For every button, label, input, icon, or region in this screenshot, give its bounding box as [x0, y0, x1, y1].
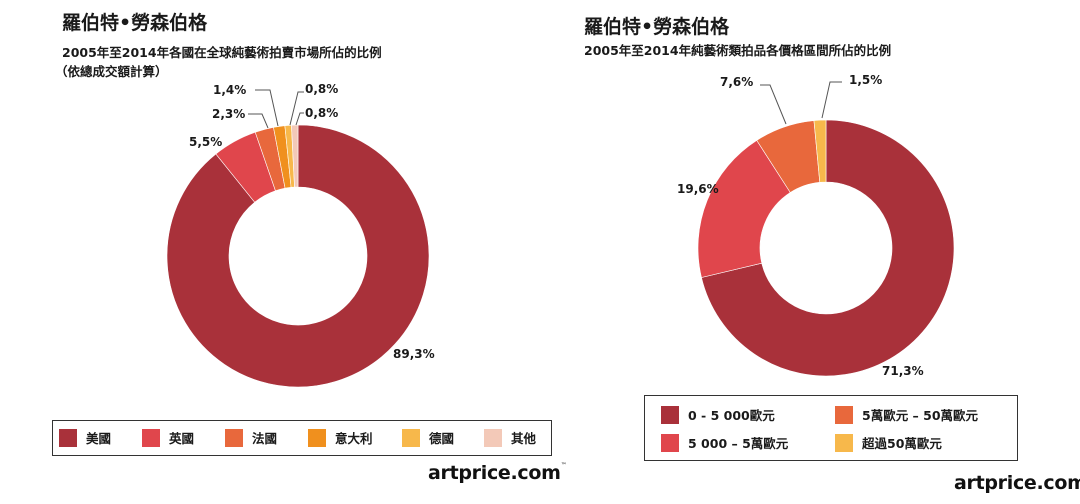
- data-label-6: 0,8%: [305, 106, 338, 120]
- data-label-4: 1,4%: [213, 83, 246, 97]
- chart-right-legend: 0 - 5 000歐元 5 000 – 5萬歐元 5萬歐元 – 50萬歐元 超過50萬…: [644, 395, 1018, 461]
- legend-label: 法國: [252, 431, 278, 446]
- chart-right-donut: 71,3% 19,6% 7,6% 1,5%: [677, 73, 955, 378]
- leader-line-4: [295, 112, 304, 126]
- legend-swatch: [835, 433, 853, 452]
- artprice-logo: artprice.com™: [954, 472, 1080, 494]
- legend-item-1: 美國: [59, 428, 111, 447]
- legend-label: 5萬歐元 – 50萬歐元: [862, 408, 979, 423]
- data-label-2: 5,5%: [189, 135, 222, 149]
- leader-line-2: [821, 81, 842, 119]
- artprice-logo: artprice.com™: [428, 462, 567, 484]
- leader-line-3: [289, 91, 304, 126]
- data-label-3: 7,6%: [720, 75, 753, 89]
- legend-item-1: 0 - 5 000歐元: [661, 405, 775, 424]
- legend-label: 超過50萬歐元: [862, 436, 942, 451]
- legend-swatch: [484, 428, 502, 447]
- legend-swatch: [402, 428, 420, 447]
- donut-slice-1: [701, 119, 955, 377]
- legend-swatch: [661, 433, 679, 452]
- legend-swatch: [142, 428, 160, 447]
- chart-left-subtitle-note: （依總成交額計算）: [55, 64, 168, 79]
- donut-slice-4: [813, 119, 827, 183]
- chart-left-title: 羅伯特•勞森伯格: [62, 12, 208, 34]
- data-label-3: 2,3%: [212, 107, 245, 121]
- data-label-1: 89,3%: [393, 347, 435, 361]
- leader-line-1: [760, 84, 787, 125]
- legend-swatch: [59, 428, 77, 447]
- legend-label: 5 000 – 5萬歐元: [688, 436, 789, 451]
- legend-label: 美國: [86, 431, 112, 446]
- chart-left-subtitle: 2005年至2014年各國在全球純藝術拍賣市場所佔的比例: [62, 45, 382, 60]
- legend-label: 英國: [169, 431, 195, 446]
- legend-label: 0 - 5 000歐元: [688, 408, 775, 423]
- legend-label: 德國: [429, 431, 455, 446]
- legend-swatch: [661, 405, 679, 424]
- legend-item-5: 德國: [402, 428, 454, 447]
- legend-item-3: 法國: [225, 428, 277, 447]
- leader-line-1: [248, 113, 269, 129]
- legend-label: 意大利: [335, 431, 373, 446]
- legend-item-4: 超過50萬歐元: [835, 433, 942, 452]
- leader-line-2: [255, 89, 279, 127]
- chart-left-donut: 89,3% 5,5% 2,3% 1,4% 0,8% 0,8%: [166, 82, 435, 388]
- donut-slice-6: [291, 124, 299, 188]
- legend-item-2: 5 000 – 5萬歐元: [661, 433, 788, 452]
- legend-item-4: 意大利: [308, 428, 373, 447]
- legend-item-6: 其他: [484, 428, 536, 447]
- chart-left-panel: 羅伯特•勞森伯格 2005年至2014年各國在全球純藝術拍賣市場所佔的比例 （依…: [52, 12, 567, 484]
- legend-item-2: 英國: [142, 428, 194, 447]
- legend-label: 其他: [511, 431, 537, 446]
- data-label-2: 19,6%: [677, 182, 719, 196]
- donut-slice-1: [166, 124, 430, 388]
- legend-swatch: [835, 405, 853, 424]
- chart-right-panel: 羅伯特•勞森伯格 2005年至2014年純藝術類拍品各價格區間所佔的比例 71,…: [560, 0, 1080, 504]
- legend-swatch: [225, 428, 243, 447]
- data-label-4: 1,5%: [849, 73, 882, 87]
- legend-item-3: 5萬歐元 – 50萬歐元: [835, 405, 978, 424]
- chart-right-subtitle: 2005年至2014年純藝術類拍品各價格區間所佔的比例: [584, 43, 892, 58]
- data-label-5: 0,8%: [305, 82, 338, 96]
- chart-left-legend: 美國 英國 法國 意大利 德國 其他: [52, 420, 552, 456]
- chart-right-title: 羅伯特•勞森伯格: [584, 16, 730, 38]
- legend-swatch: [308, 428, 326, 447]
- data-label-1: 71,3%: [882, 364, 924, 378]
